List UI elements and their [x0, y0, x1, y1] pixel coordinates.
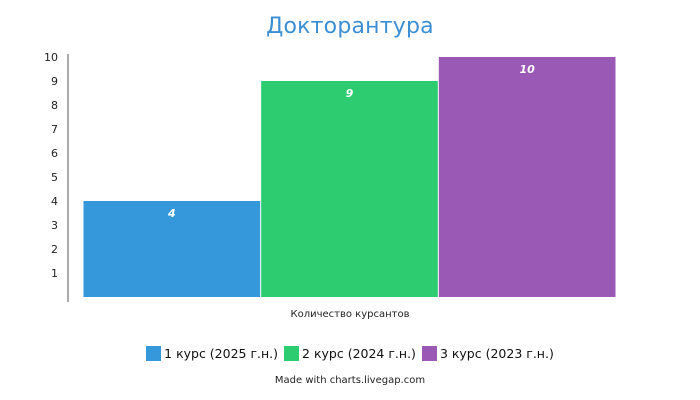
x-axis-label: Количество курсантов	[291, 309, 410, 320]
y-tick-label: 1	[51, 267, 58, 280]
legend-swatch	[284, 346, 300, 361]
y-tick-label: 4	[51, 195, 58, 208]
bar[interactable]	[438, 57, 616, 297]
credit-text: Made with charts.livegap.com	[274, 375, 426, 386]
bars	[83, 57, 616, 297]
legend-item[interactable]: 3 курс (2023 г.н.)	[421, 346, 554, 361]
chart-title: Докторантура	[266, 14, 434, 39]
legend-swatch	[421, 346, 437, 361]
legend-item[interactable]: 2 курс (2024 г.н.)	[284, 346, 416, 361]
y-tick-label: 6	[51, 147, 58, 160]
legend-item[interactable]: 1 курс (2025 г.н.)	[146, 346, 278, 361]
y-tick-label: 3	[51, 219, 58, 232]
legend-label: 1 курс (2025 г.н.)	[164, 346, 279, 361]
bar-value-label: 4	[167, 207, 176, 220]
y-tick-label: 7	[51, 123, 58, 136]
legend-label: 2 курс (2024 г.н.)	[302, 346, 416, 361]
bar[interactable]	[83, 201, 261, 297]
y-tick-label: 10	[44, 51, 58, 64]
bar[interactable]	[261, 81, 438, 297]
bar-value-label: 9	[346, 87, 354, 100]
legend-swatch	[146, 346, 162, 361]
data-labels: 4 9 10	[167, 63, 535, 220]
y-tick-label: 2	[51, 243, 58, 256]
bar-value-label: 10	[520, 63, 536, 76]
y-tick-label: 5	[51, 171, 58, 184]
legend: 1 курс (2025 г.н.) 2 курс (2024 г.н.) 3 ку…	[0, 346, 700, 361]
axes: 1 2 3 4 5 6 7 8 9 10	[44, 51, 69, 302]
y-tick-label: 8	[51, 99, 58, 112]
legend-label: 3 курс (2023 г.н.)	[439, 346, 554, 361]
y-tick-label: 9	[51, 75, 58, 88]
